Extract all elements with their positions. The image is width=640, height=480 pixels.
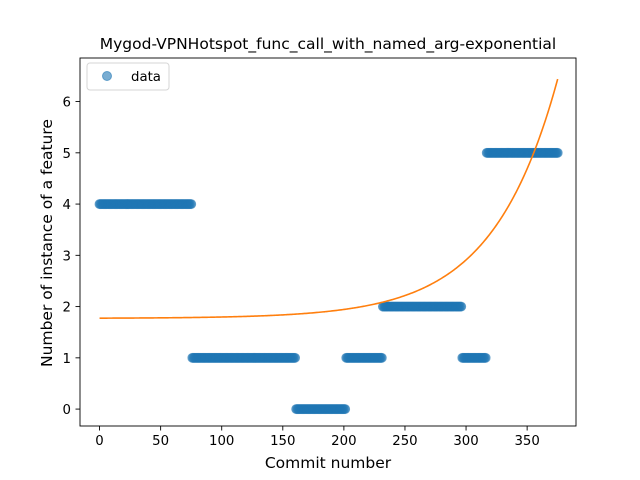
y-tick-label: 3	[63, 249, 71, 264]
data-point	[340, 404, 351, 415]
x-tick-label: 300	[453, 434, 478, 449]
x-axis-label: Commit number	[265, 454, 392, 472]
y-axis-label: Number of instance of a feature	[38, 119, 56, 367]
x-tick-label: 50	[152, 434, 169, 449]
data-point	[376, 352, 387, 363]
legend-marker-data	[102, 71, 112, 81]
axes: 0 50 100 150 200 250 300 350 0 1 2 3 4 5 6	[63, 57, 577, 449]
legend-label-data: data	[131, 70, 161, 85]
x-tick-label: 250	[392, 434, 417, 449]
x-tick-label: 150	[270, 434, 295, 449]
y-tick-label: 0	[63, 403, 71, 418]
y-tick-label: 6	[63, 96, 71, 111]
y-tick-label: 5	[63, 147, 71, 162]
x-tick-label: 200	[331, 434, 356, 449]
x-tick-label: 100	[209, 434, 234, 449]
data-point	[290, 352, 301, 363]
axes-frame	[79, 57, 577, 427]
legend: data	[86, 62, 170, 91]
y-tick-label: 2	[63, 301, 71, 316]
plot-area	[94, 78, 563, 415]
fit-line	[99, 78, 559, 319]
y-tick-label: 1	[63, 352, 71, 367]
data-point	[552, 147, 563, 158]
y-tick-label: 4	[63, 198, 71, 213]
legend-frame	[86, 62, 170, 91]
data-point	[456, 301, 467, 312]
data-point	[480, 352, 491, 363]
x-tick-label: 0	[95, 434, 103, 449]
x-tick-label: 350	[514, 434, 539, 449]
data-point	[186, 199, 197, 210]
chart-title: Mygod-VPNHotspot_func_call_with_named_ar…	[100, 35, 556, 54]
